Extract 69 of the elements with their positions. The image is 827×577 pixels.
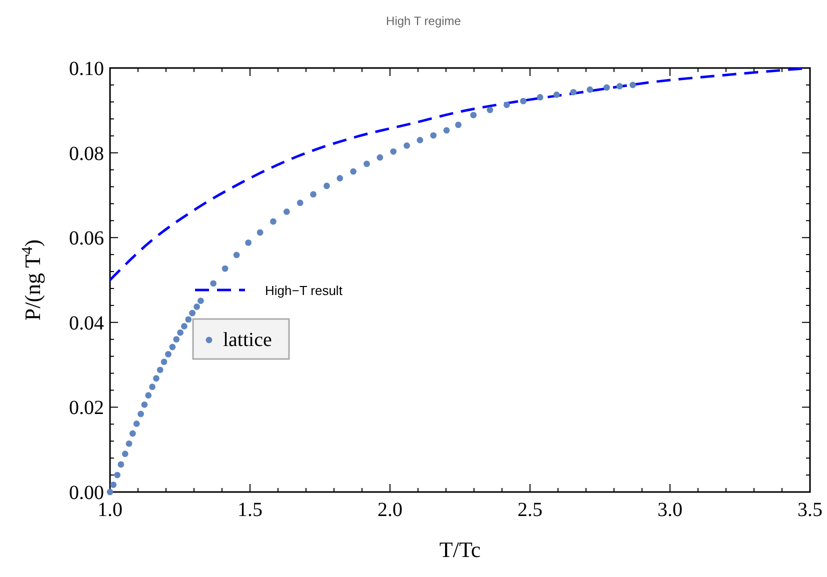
point [324, 182, 330, 190]
point [310, 191, 316, 198]
y-tick-label: 0.10 [69, 58, 104, 80]
point [122, 450, 128, 458]
point [604, 84, 610, 91]
point [194, 304, 200, 310]
point [169, 344, 176, 350]
point [149, 384, 156, 390]
x-tick-label: 2.5 [518, 499, 542, 521]
point [129, 430, 136, 437]
point [256, 229, 264, 236]
point [504, 102, 510, 108]
point [270, 218, 276, 225]
point [173, 336, 180, 343]
y-tick-label: 0.04 [69, 312, 104, 334]
point [189, 310, 196, 316]
y-tick-label: 0.06 [69, 228, 104, 250]
point [553, 92, 560, 98]
point [336, 175, 344, 182]
point [106, 488, 114, 496]
point [455, 122, 462, 128]
point [126, 440, 132, 447]
point [114, 472, 120, 478]
point [296, 200, 304, 206]
point [118, 461, 124, 468]
y-tick-label: 0.02 [69, 397, 104, 420]
point [586, 86, 594, 93]
point [364, 160, 370, 168]
point [416, 136, 424, 144]
point [110, 482, 117, 488]
legend-label: High−T result [265, 283, 343, 298]
point [222, 265, 228, 272]
point [198, 298, 204, 304]
point [430, 132, 437, 139]
point [390, 148, 397, 155]
x-tick-label: 3.5 [798, 499, 822, 521]
point [145, 392, 152, 399]
point [470, 112, 477, 118]
x-tick-label: 1.5 [238, 499, 262, 521]
point [177, 329, 184, 336]
point [210, 280, 217, 287]
point [520, 98, 526, 104]
point [156, 366, 164, 374]
point [185, 316, 192, 323]
point [165, 351, 172, 358]
point [181, 323, 188, 330]
point [133, 420, 140, 427]
point [570, 88, 577, 96]
x-tick-label: 2.0 [378, 499, 402, 521]
legend-label: lattice [223, 329, 272, 351]
point [486, 106, 494, 114]
point [443, 127, 450, 134]
x-axis-title: T/Tc [439, 537, 481, 562]
point [160, 358, 168, 366]
x-tick-label: 3.0 [658, 499, 682, 521]
chart-title: High T regime [386, 14, 462, 28]
point [233, 252, 240, 258]
point [404, 142, 410, 149]
point [376, 154, 384, 161]
point [141, 401, 148, 408]
point [350, 168, 357, 175]
point [630, 82, 636, 88]
point [283, 208, 290, 215]
point [536, 94, 544, 100]
y-tick-label: 0.08 [69, 142, 104, 165]
point [245, 239, 252, 246]
point [138, 410, 144, 418]
point [616, 83, 623, 90]
point [153, 375, 160, 382]
